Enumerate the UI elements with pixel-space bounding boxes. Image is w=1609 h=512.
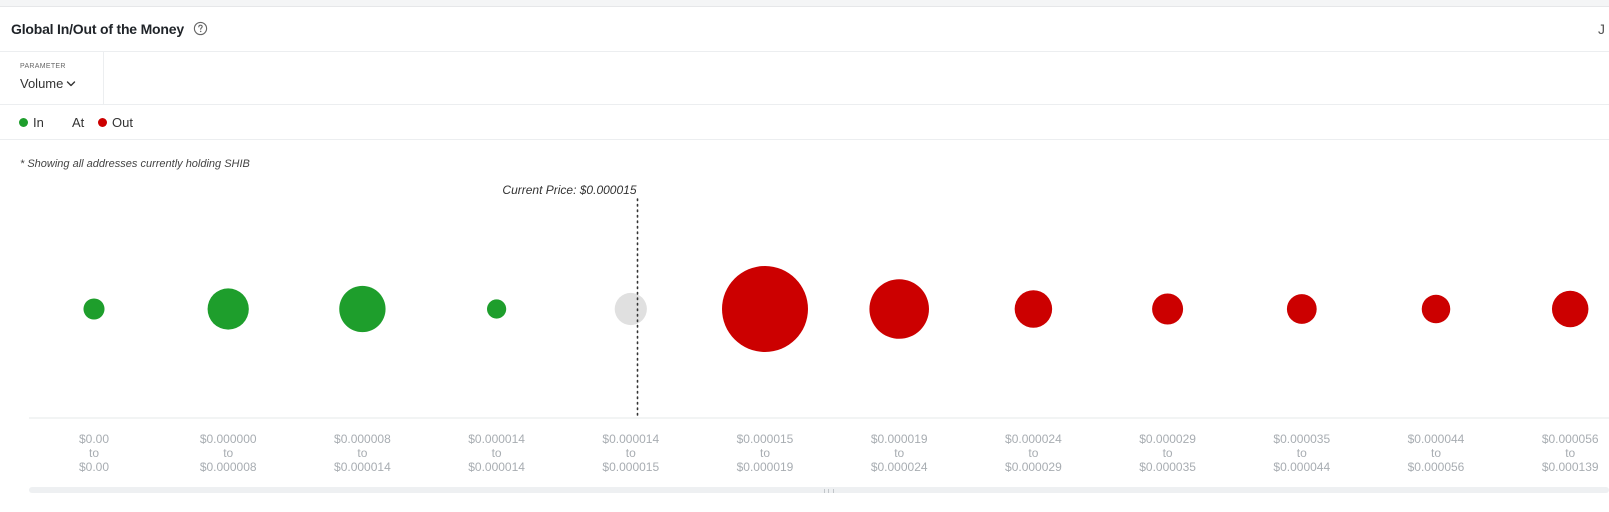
bubble-in-2[interactable] xyxy=(339,285,386,333)
question-circle-icon[interactable] xyxy=(193,21,208,36)
tick-label-connector: to xyxy=(760,446,770,460)
tick-label-connector: to xyxy=(894,446,904,460)
tick-label-to: $0.000029 xyxy=(1005,460,1062,474)
chevron-down-icon xyxy=(67,81,76,87)
tick-label-from: $0.000029 xyxy=(1139,432,1196,446)
tick-label-connector: to xyxy=(1028,446,1038,460)
scrollbar-grip-icon[interactable] xyxy=(824,489,834,493)
tick-label-to: $0.000014 xyxy=(334,460,391,474)
bubble-in-1[interactable] xyxy=(207,288,249,330)
legend-label-in: In xyxy=(33,115,44,130)
tick-label-connector: to xyxy=(89,446,99,460)
bubble-at-4[interactable] xyxy=(614,292,647,326)
tick-label-connector: to xyxy=(357,446,367,460)
tick-label-to: $0.000019 xyxy=(737,460,794,474)
tick-label-from: $0.000019 xyxy=(871,432,928,446)
tick-label-to: $0.000008 xyxy=(200,460,257,474)
chart-panel: Global In/Out of the Money J PARAMETER V… xyxy=(0,6,1609,512)
tick-label-to: $0.000014 xyxy=(468,460,525,474)
tick-label-to: $0.00 xyxy=(79,460,109,474)
legend-label-out: Out xyxy=(112,115,133,130)
legend-item-at[interactable]: At xyxy=(72,115,84,130)
panel-title: Global In/Out of the Money xyxy=(11,21,184,37)
bubble-in-0[interactable] xyxy=(83,298,105,320)
tick-label-to: $0.000044 xyxy=(1273,460,1330,474)
tick-label-from: $0.000035 xyxy=(1273,432,1330,446)
tick-label-to: $0.000015 xyxy=(602,460,659,474)
horizontal-scrollbar[interactable] xyxy=(29,487,1609,493)
tick-label-connector: to xyxy=(1565,446,1575,460)
tick-label-connector: to xyxy=(223,446,233,460)
tick-label-to: $0.000139 xyxy=(1542,460,1599,474)
tick-label-connector: to xyxy=(626,446,636,460)
bubble-in-3[interactable] xyxy=(486,299,507,319)
parameter-label: PARAMETER xyxy=(20,63,66,70)
tick-label-from: $0.000008 xyxy=(334,432,391,446)
tick-label-to: $0.000035 xyxy=(1139,460,1196,474)
bubble-out-6[interactable] xyxy=(869,279,929,339)
legend-label-at: At xyxy=(72,115,85,130)
legend-dot-out xyxy=(98,118,107,127)
parameter-selector[interactable]: PARAMETER Volume xyxy=(0,52,104,104)
tick-label-connector: to xyxy=(1431,446,1441,460)
tick-label-to: $0.000024 xyxy=(871,460,928,474)
bubble-out-8[interactable] xyxy=(1152,293,1184,325)
tick-label-from: $0.00 xyxy=(79,432,109,446)
legend-item-out[interactable]: Out xyxy=(98,115,133,130)
legend: In At Out xyxy=(0,105,1609,140)
bubble-out-5[interactable] xyxy=(722,266,808,352)
tick-label-from: $0.000044 xyxy=(1408,432,1465,446)
tick-label-from: $0.000015 xyxy=(737,432,794,446)
parameter-row: PARAMETER Volume xyxy=(0,52,1609,105)
tick-label-from: $0.000056 xyxy=(1542,432,1599,446)
tick-label-from: $0.000000 xyxy=(200,432,257,446)
tick-label-connector: to xyxy=(1163,446,1173,460)
parameter-dropdown[interactable]: Volume xyxy=(20,76,76,91)
tick-label-connector: to xyxy=(492,446,502,460)
bubble-out-7[interactable] xyxy=(1014,290,1053,328)
bubble-out-11[interactable] xyxy=(1551,290,1589,328)
tick-label-to: $0.000056 xyxy=(1408,460,1465,474)
legend-item-in[interactable]: In xyxy=(19,115,44,130)
panel-header: Global In/Out of the Money J xyxy=(0,7,1609,52)
tick-label-from: $0.000014 xyxy=(602,432,659,446)
bubble-chart: $0.00to$0.00$0.000000to$0.000008$0.00000… xyxy=(29,183,1609,474)
bubble-out-9[interactable] xyxy=(1286,294,1317,324)
tick-label-from: $0.000014 xyxy=(468,432,525,446)
bubble-out-10[interactable] xyxy=(1421,294,1451,324)
parameter-value: Volume xyxy=(20,76,64,91)
toolbar-edge-glyph[interactable]: J xyxy=(1598,21,1605,37)
tick-label-connector: to xyxy=(1297,446,1307,460)
holding-note: * Showing all addresses currently holdin… xyxy=(20,158,250,170)
tick-label-from: $0.000024 xyxy=(1005,432,1062,446)
legend-dot-in xyxy=(19,118,28,127)
current-price-label: Current Price: $0.000015 xyxy=(502,183,636,197)
